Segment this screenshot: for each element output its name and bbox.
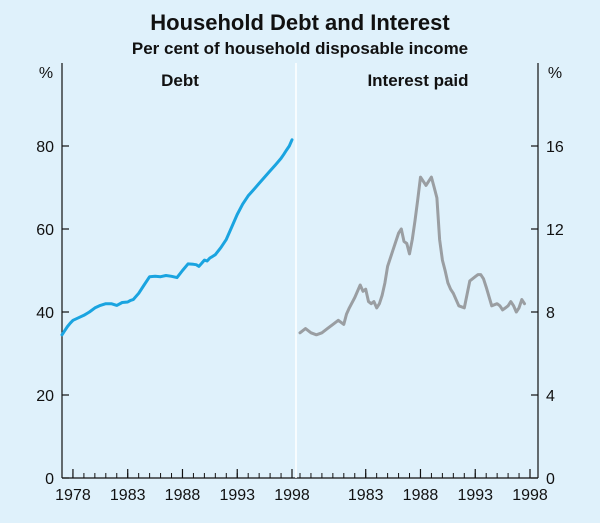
x-tick-label: 1983 xyxy=(110,487,146,504)
left-y-tick-label: 20 xyxy=(36,388,54,405)
right-y-tick-label: 16 xyxy=(546,139,564,156)
chart-subtitle: Per cent of household disposable income xyxy=(132,39,468,58)
right-y-tick-label: 4 xyxy=(546,388,555,405)
left-y-tick-label: 0 xyxy=(45,471,54,488)
debt-series-line xyxy=(60,138,294,337)
panel-label-debt: Debt xyxy=(161,71,199,90)
left-y-tick-label: 80 xyxy=(36,139,54,156)
x-tick-label: 1998 xyxy=(274,487,310,504)
right-y-tick-label: 8 xyxy=(546,305,555,322)
x-tick-label: 1993 xyxy=(219,487,255,504)
right-y-tick-label: 12 xyxy=(546,222,564,239)
x-tick-label: 1983 xyxy=(348,487,384,504)
left-y-tick-label: 60 xyxy=(36,222,54,239)
x-tick-label: 1988 xyxy=(165,487,201,504)
x-tick-label: 1978 xyxy=(55,487,91,504)
left-y-tick-label: 40 xyxy=(36,305,54,322)
panel-label-interest: Interest paid xyxy=(367,71,468,90)
right-axis-unit: % xyxy=(548,65,562,82)
x-tick-label: 1993 xyxy=(457,487,493,504)
chart-title: Household Debt and Interest xyxy=(150,10,450,35)
interest-series-line xyxy=(298,175,526,337)
left-axis-unit: % xyxy=(39,65,53,82)
right-y-tick-label: 0 xyxy=(546,471,555,488)
series-layer xyxy=(60,138,526,337)
x-tick-label: 1998 xyxy=(512,487,548,504)
x-tick-label: 1988 xyxy=(403,487,439,504)
